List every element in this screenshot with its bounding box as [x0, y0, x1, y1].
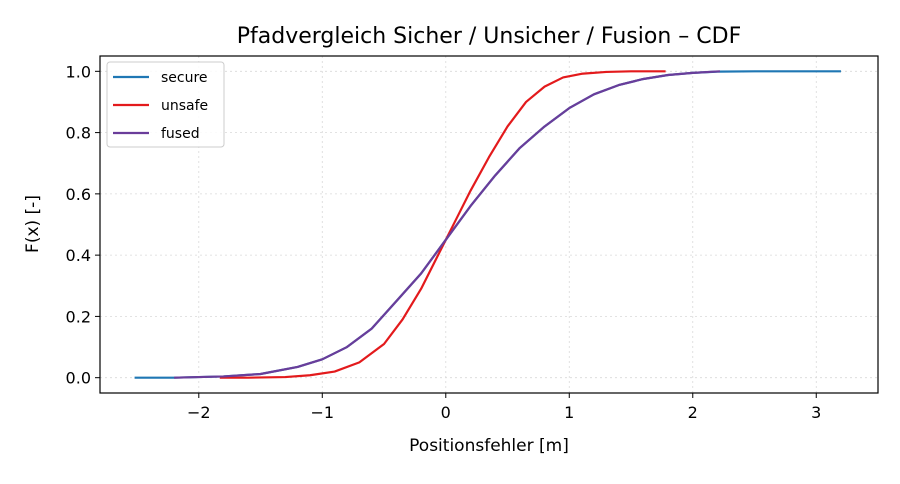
x-tick-label: −2	[187, 403, 211, 422]
y-tick-label: 0.4	[66, 246, 91, 265]
legend-label-fused: fused	[161, 126, 200, 142]
grid	[100, 56, 878, 393]
series-line-secure	[134, 70, 841, 379]
legend-box	[106, 61, 225, 148]
x-tick-label: −1	[310, 403, 334, 422]
x-tick-label: 2	[688, 403, 698, 422]
series-lines	[134, 70, 841, 379]
y-axis-label: F(x) [-]	[23, 195, 43, 253]
x-axis-label: Positionsfehler [m]	[409, 436, 569, 456]
x-tick-label: 1	[564, 403, 574, 422]
y-tick-label: 1.0	[66, 62, 91, 81]
series-line-unsafe	[219, 70, 666, 379]
axis-ticks: −2 −1 0 1 2 3 0.0 0.2 0.4 0.6 0.8 1.0	[66, 62, 822, 422]
y-tick-label: 0.2	[66, 307, 91, 326]
y-tick-label: 0.8	[66, 124, 91, 143]
legend: secure unsafe fused	[106, 61, 225, 148]
y-tick-label: 0.0	[66, 369, 91, 388]
legend-label-secure: secure	[161, 70, 208, 86]
x-tick-label: 0	[441, 403, 451, 422]
x-tick-label: 3	[811, 403, 821, 422]
plot-frame	[99, 55, 879, 394]
series-line-fused	[174, 70, 720, 379]
chart-title: Pfadvergleich Sicher / Unsicher / Fusion…	[237, 24, 741, 49]
legend-label-unsafe: unsafe	[161, 98, 208, 114]
y-tick-label: 0.6	[66, 185, 91, 204]
